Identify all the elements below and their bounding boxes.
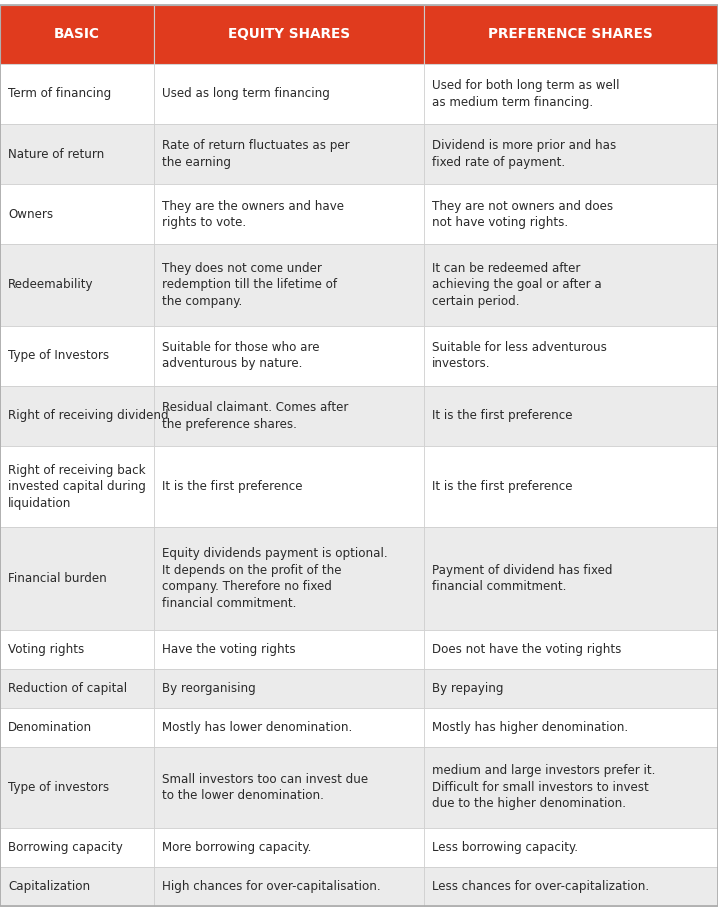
Bar <box>0 527 154 630</box>
Bar <box>154 124 424 184</box>
Bar <box>0 184 154 244</box>
Text: Have the voting rights: Have the voting rights <box>162 642 296 656</box>
Bar <box>154 828 424 867</box>
Bar <box>154 708 424 747</box>
Bar <box>154 244 424 325</box>
Bar <box>154 630 424 669</box>
Text: Type of investors: Type of investors <box>8 781 109 793</box>
Bar <box>424 5 718 64</box>
Bar <box>154 325 424 385</box>
Bar <box>0 828 154 867</box>
Text: Borrowing capacity: Borrowing capacity <box>8 841 123 854</box>
Text: Nature of return: Nature of return <box>8 148 104 160</box>
Text: By reorganising: By reorganising <box>162 681 256 694</box>
Text: BASIC: BASIC <box>55 27 100 41</box>
Bar <box>0 124 154 184</box>
Bar <box>154 64 424 124</box>
Bar <box>0 325 154 385</box>
Text: It is the first preference: It is the first preference <box>432 409 572 423</box>
Text: Rate of return fluctuates as per
the earning: Rate of return fluctuates as per the ear… <box>162 139 350 169</box>
Text: Does not have the voting rights: Does not have the voting rights <box>432 642 621 656</box>
Text: Dividend is more prior and has
fixed rate of payment.: Dividend is more prior and has fixed rat… <box>432 139 616 169</box>
Text: By repaying: By repaying <box>432 681 503 694</box>
Bar <box>154 867 424 906</box>
Bar <box>424 244 718 325</box>
Text: High chances for over-capitalisation.: High chances for over-capitalisation. <box>162 880 381 893</box>
Bar <box>154 385 424 445</box>
Bar <box>424 828 718 867</box>
Text: Suitable for less adventurous
investors.: Suitable for less adventurous investors. <box>432 341 607 371</box>
Bar <box>424 747 718 828</box>
Bar <box>154 669 424 708</box>
Text: Type of Investors: Type of Investors <box>8 349 109 363</box>
Bar <box>424 669 718 708</box>
Text: Payment of dividend has fixed
financial commitment.: Payment of dividend has fixed financial … <box>432 564 612 593</box>
Text: They are not owners and does
not have voting rights.: They are not owners and does not have vo… <box>432 200 612 229</box>
Bar <box>0 747 154 828</box>
Bar <box>154 445 424 527</box>
Text: It can be redeemed after
achieving the goal or after a
certain period.: It can be redeemed after achieving the g… <box>432 262 602 308</box>
Bar <box>0 708 154 747</box>
Text: Financial burden: Financial burden <box>8 572 107 585</box>
Bar <box>424 184 718 244</box>
Bar <box>424 124 718 184</box>
Text: Right of receiving back
invested capital during
liquidation: Right of receiving back invested capital… <box>8 464 146 509</box>
Text: It is the first preference: It is the first preference <box>432 480 572 493</box>
Bar <box>154 527 424 630</box>
Text: More borrowing capacity.: More borrowing capacity. <box>162 841 312 854</box>
Text: Denomination: Denomination <box>8 721 92 733</box>
Bar <box>0 669 154 708</box>
Text: Owners: Owners <box>8 208 53 220</box>
Bar <box>424 708 718 747</box>
Text: Voting rights: Voting rights <box>8 642 84 656</box>
Bar <box>0 244 154 325</box>
Bar <box>154 5 424 64</box>
Bar <box>424 867 718 906</box>
Bar <box>0 385 154 445</box>
Bar <box>424 527 718 630</box>
Text: Used as long term financing: Used as long term financing <box>162 87 330 100</box>
Bar <box>424 445 718 527</box>
Text: Term of financing: Term of financing <box>8 87 111 100</box>
Text: Capitalization: Capitalization <box>8 880 90 893</box>
Text: Less borrowing capacity.: Less borrowing capacity. <box>432 841 577 854</box>
Bar <box>154 747 424 828</box>
Bar <box>154 184 424 244</box>
Text: medium and large investors prefer it.
Difficult for small investors to invest
du: medium and large investors prefer it. Di… <box>432 764 655 810</box>
Text: Residual claimant. Comes after
the preference shares.: Residual claimant. Comes after the prefe… <box>162 401 349 431</box>
Text: It is the first preference: It is the first preference <box>162 480 303 493</box>
Bar <box>0 445 154 527</box>
Bar <box>424 385 718 445</box>
Bar <box>424 64 718 124</box>
Text: Mostly has lower denomination.: Mostly has lower denomination. <box>162 721 353 733</box>
Text: PREFERENCE SHARES: PREFERENCE SHARES <box>488 27 653 41</box>
Text: Redeemability: Redeemability <box>8 279 93 292</box>
Bar <box>424 325 718 385</box>
Bar <box>0 630 154 669</box>
Text: They does not come under
redemption till the lifetime of
the company.: They does not come under redemption till… <box>162 262 337 308</box>
Text: Used for both long term as well
as medium term financing.: Used for both long term as well as mediu… <box>432 79 619 108</box>
Text: They are the owners and have
rights to vote.: They are the owners and have rights to v… <box>162 200 345 229</box>
Bar <box>0 64 154 124</box>
Bar <box>424 630 718 669</box>
Text: Small investors too can invest due
to the lower denomination.: Small investors too can invest due to th… <box>162 773 368 802</box>
Bar <box>0 5 154 64</box>
Text: Mostly has higher denomination.: Mostly has higher denomination. <box>432 721 628 733</box>
Text: Less chances for over-capitalization.: Less chances for over-capitalization. <box>432 880 649 893</box>
Text: Right of receiving dividend: Right of receiving dividend <box>8 409 169 423</box>
Bar <box>0 867 154 906</box>
Text: Reduction of capital: Reduction of capital <box>8 681 127 694</box>
Text: EQUITY SHARES: EQUITY SHARES <box>228 27 350 41</box>
Text: Equity dividends payment is optional.
It depends on the profit of the
company. T: Equity dividends payment is optional. It… <box>162 548 388 609</box>
Text: Suitable for those who are
adventurous by nature.: Suitable for those who are adventurous b… <box>162 341 320 371</box>
